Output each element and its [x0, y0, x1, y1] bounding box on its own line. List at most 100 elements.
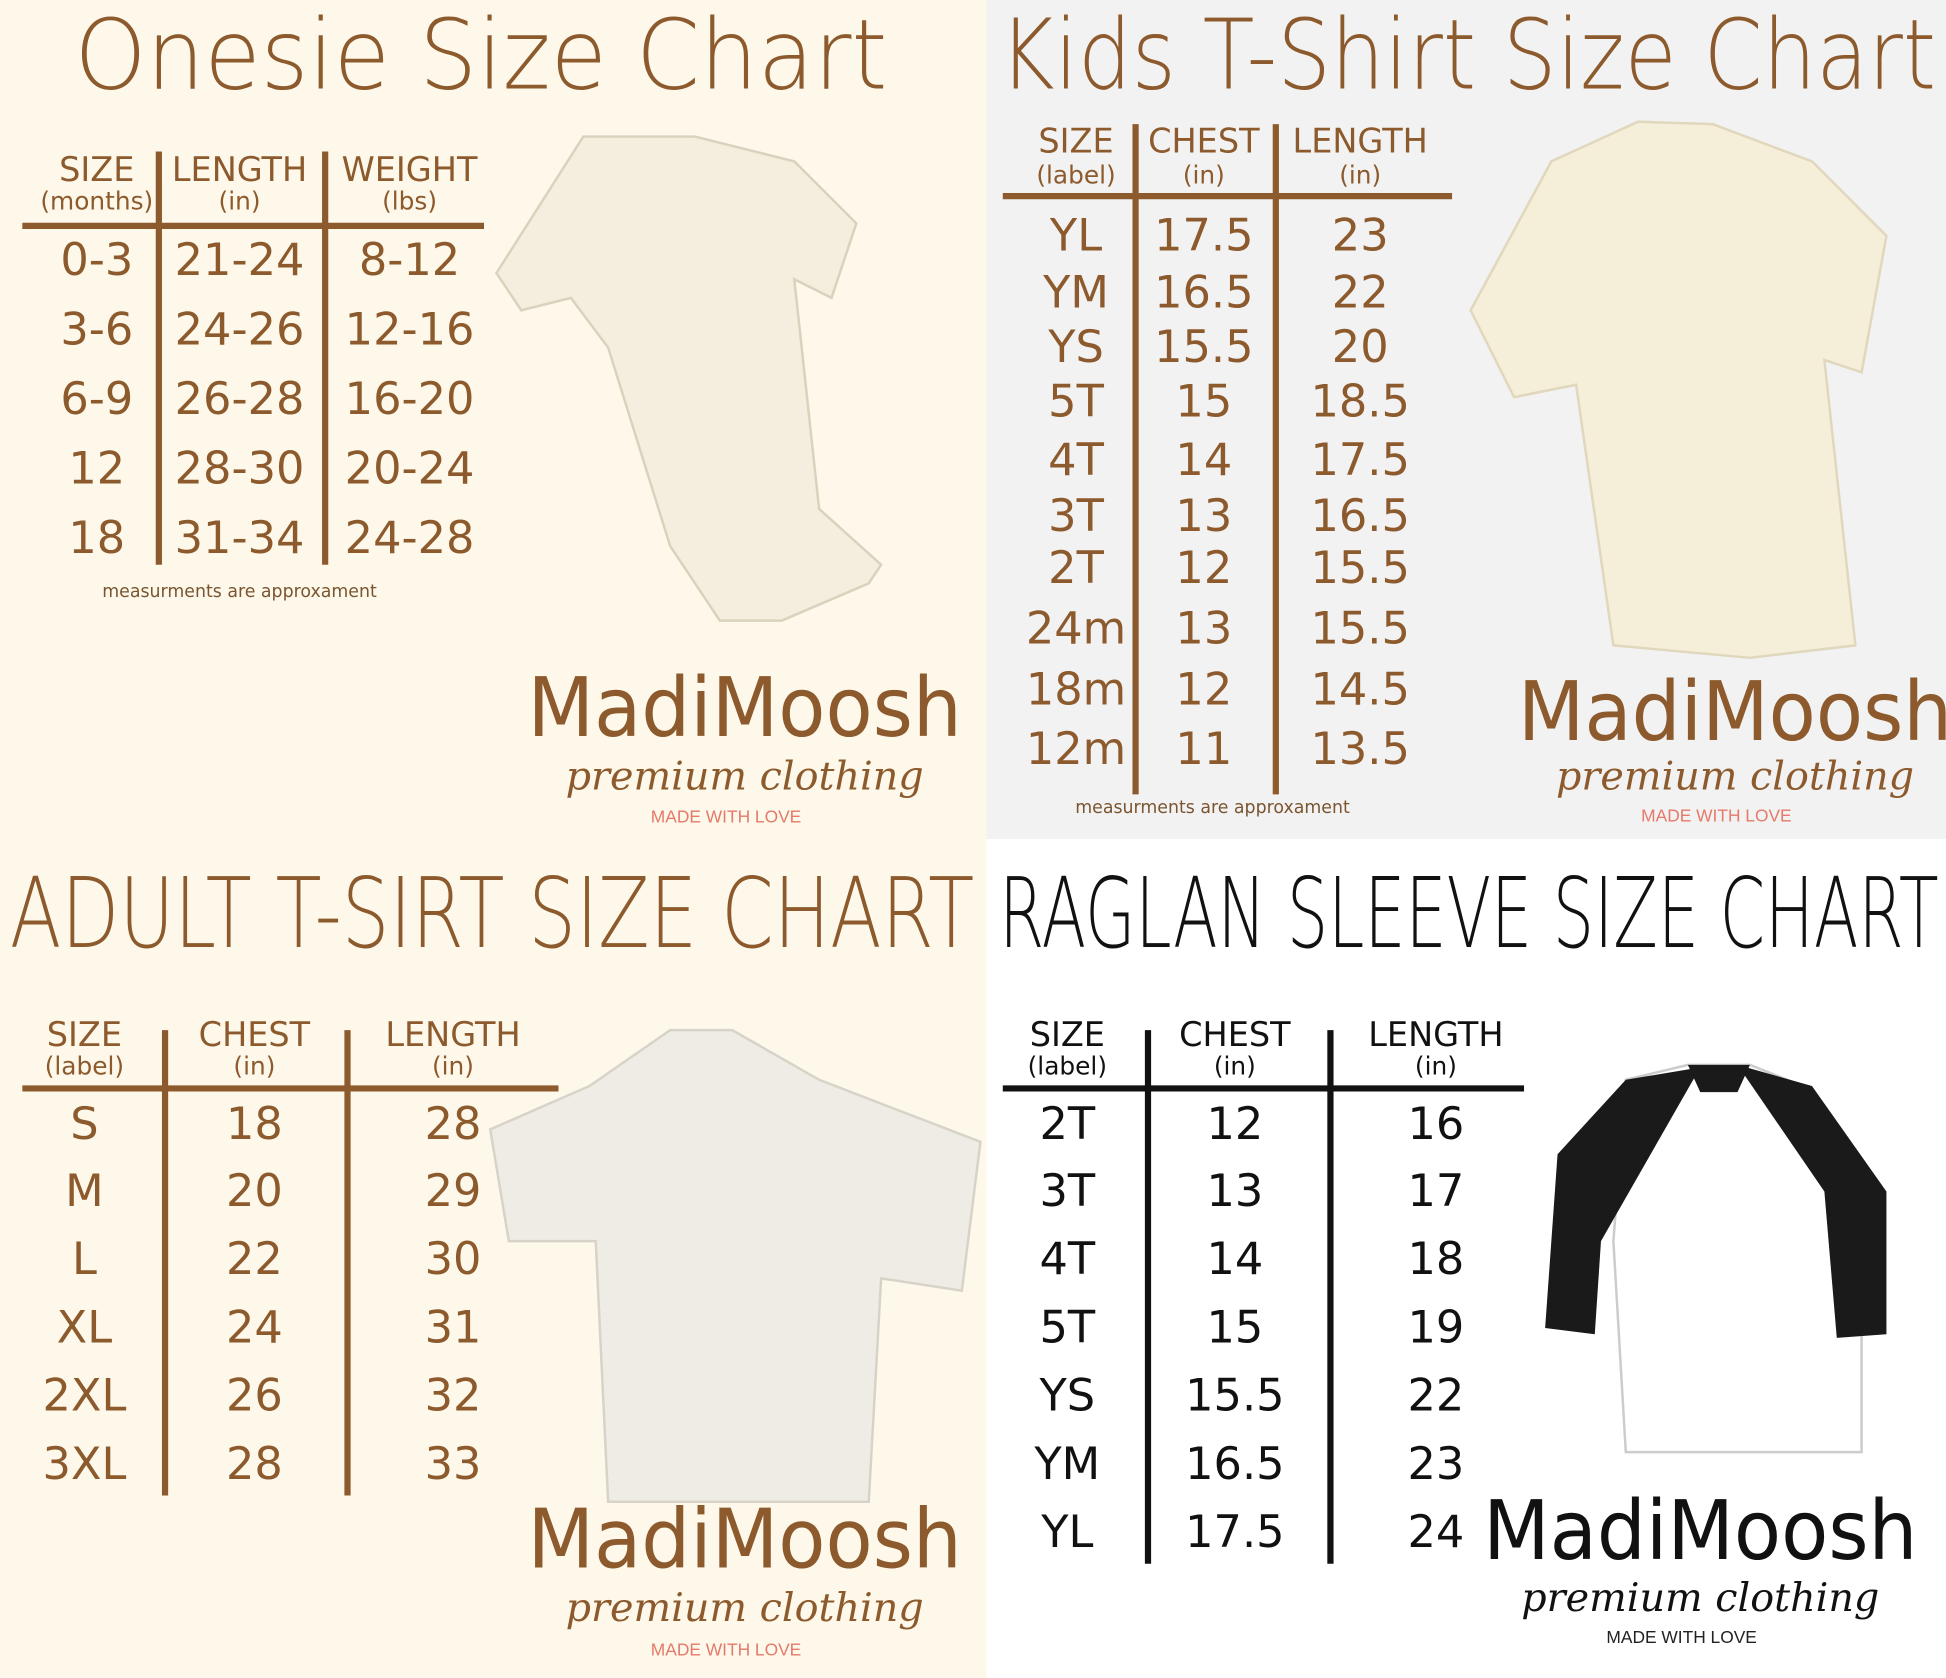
- table-cell: 3T: [1048, 490, 1104, 542]
- table-cell: 17.5: [1185, 1506, 1284, 1558]
- table-cell: 6-9: [60, 373, 133, 425]
- column-unit: (in): [1214, 1051, 1256, 1080]
- table-cell: 20: [1332, 321, 1389, 373]
- table-cell: 26: [226, 1370, 283, 1422]
- table-cell: YS: [1047, 321, 1104, 373]
- brand-name: MadiMoosh: [1483, 1484, 1917, 1579]
- table-cell: 22: [1408, 1370, 1465, 1422]
- brand-name: MadiMoosh: [527, 1493, 961, 1588]
- kids-tee-illustration: [1469, 120, 1888, 660]
- table-cell: 15.5: [1154, 321, 1253, 373]
- table-cell: 28-30: [175, 443, 305, 495]
- column-unit: (in): [1183, 160, 1225, 189]
- raglan-illustration: [1545, 1063, 1887, 1454]
- note: measurments are approxament: [102, 582, 377, 602]
- table-cell: 22: [226, 1233, 283, 1285]
- table-cell: 4T: [1048, 434, 1104, 486]
- table-cell: 12-16: [345, 304, 475, 356]
- table-cell: 31-34: [175, 512, 305, 564]
- panel-title: RAGLAN SLEEVE SIZE CHART: [999, 857, 1938, 970]
- table-cell: 15: [1175, 376, 1232, 428]
- table-cell: 24-26: [175, 304, 305, 356]
- table-cell: 17: [1408, 1165, 1465, 1217]
- table-cell: M: [65, 1165, 104, 1217]
- table-cell: 2XL: [42, 1370, 126, 1422]
- table-cell: 2T: [1039, 1098, 1095, 1150]
- table-cell: YL: [1049, 209, 1102, 261]
- table-cell: 18: [1408, 1233, 1465, 1285]
- table-cell: 15: [1206, 1301, 1263, 1353]
- column-unit: (label): [45, 1051, 124, 1080]
- table-cell: 19: [1408, 1301, 1465, 1353]
- table-cell: 16.5: [1185, 1438, 1284, 1490]
- table-cell: 30: [425, 1233, 482, 1285]
- table-cell: 13.5: [1310, 723, 1409, 775]
- table-cell: 24-28: [345, 512, 475, 564]
- table-cell: YM: [1042, 266, 1109, 318]
- brand-motto: MADE WITH LOVE: [1606, 1627, 1756, 1647]
- column-header: CHEST: [1179, 1015, 1291, 1054]
- table-cell: L: [72, 1233, 97, 1285]
- table-cell: 2T: [1048, 542, 1104, 594]
- table-cell: 0-3: [60, 234, 133, 286]
- table-cell: 5T: [1048, 376, 1104, 428]
- table-cell: 3T: [1039, 1165, 1095, 1217]
- table-cell: 13: [1175, 490, 1232, 542]
- table-cell: 33: [425, 1438, 482, 1490]
- column-header: WEIGHT: [342, 150, 478, 189]
- brand-name: MadiMoosh: [527, 661, 961, 756]
- column-header: SIZE: [59, 150, 134, 189]
- table-cell: 26-28: [175, 373, 305, 425]
- table-cell: YL: [1040, 1506, 1093, 1558]
- brand-tagline: premium clothing: [1521, 1575, 1879, 1621]
- panel-title: ADULT T-SIRT SIZE CHART: [10, 857, 974, 970]
- column-header: LENGTH: [385, 1015, 520, 1054]
- table-cell: 18: [226, 1098, 283, 1150]
- brand-tagline: premium clothing: [566, 753, 924, 799]
- table-cell: 28: [425, 1098, 482, 1150]
- panel-title: Kids T-Shirt Size Chart: [999, 0, 1936, 111]
- table-cell: 24: [226, 1301, 283, 1353]
- table-cell: 14.5: [1310, 664, 1409, 716]
- brand-tagline: premium clothing: [1556, 753, 1914, 799]
- table-cell: 20-24: [345, 443, 475, 495]
- table-cell: 3-6: [60, 304, 133, 356]
- table-cell: 12m: [1026, 723, 1126, 775]
- table-cell: XL: [57, 1301, 113, 1353]
- table-cell: 18.5: [1310, 376, 1409, 428]
- table-cell: 32: [425, 1370, 482, 1422]
- table-cell: 13: [1175, 603, 1232, 655]
- column-header: CHEST: [199, 1015, 311, 1054]
- table-cell: 20: [226, 1165, 283, 1217]
- table-cell: 16: [1408, 1098, 1465, 1150]
- table-cell: 18m: [1026, 664, 1126, 716]
- table-cell: 24: [1408, 1506, 1465, 1558]
- table-cell: 12: [1206, 1098, 1263, 1150]
- table-cell: 31: [425, 1301, 482, 1353]
- note: measurments are approxament: [1075, 798, 1350, 818]
- table-cell: 8-12: [359, 234, 460, 286]
- table-cell: YS: [1039, 1370, 1096, 1422]
- table-cell: 3XL: [42, 1438, 126, 1490]
- column-header: SIZE: [1030, 1015, 1105, 1054]
- table-cell: 15.5: [1310, 542, 1409, 594]
- column-unit: (in): [432, 1051, 474, 1080]
- table-cell: 17.5: [1154, 209, 1253, 261]
- table-cell: 28: [226, 1438, 283, 1490]
- table-cell: 14: [1175, 434, 1232, 486]
- brand-motto: MADE WITH LOVE: [651, 1639, 801, 1659]
- table-cell: 12: [1175, 664, 1232, 716]
- column-header: SIZE: [1038, 121, 1113, 160]
- panel-bg: [0, 0, 987, 840]
- table-cell: 16.5: [1310, 490, 1409, 542]
- column-header: LENGTH: [172, 150, 307, 189]
- table-cell: 29: [425, 1165, 482, 1217]
- table-cell: 11: [1175, 723, 1232, 775]
- table-cell: 12: [68, 443, 125, 495]
- table-cell: 17.5: [1310, 434, 1409, 486]
- table-cell: 16.5: [1154, 266, 1253, 318]
- brand-motto: MADE WITH LOVE: [651, 806, 801, 826]
- table-cell: 12: [1175, 542, 1232, 594]
- table-cell: 13: [1206, 1165, 1263, 1217]
